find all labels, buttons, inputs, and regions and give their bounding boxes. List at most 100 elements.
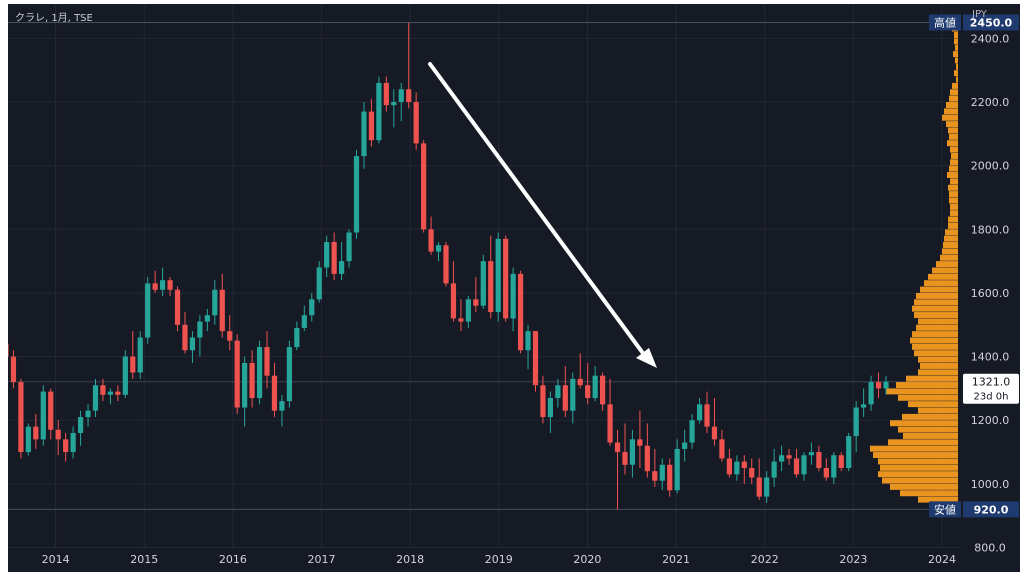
candle <box>55 429 61 440</box>
candle <box>801 455 807 475</box>
volume-profile-bar <box>918 407 958 414</box>
candle <box>465 299 471 322</box>
x-tick-label: 2017 <box>308 553 336 566</box>
volume-profile-bar <box>878 471 958 478</box>
volume-profile-bar <box>928 273 958 280</box>
candle <box>629 439 636 465</box>
candle <box>764 477 770 497</box>
volume-profile-bar <box>949 95 958 102</box>
volume-profile-bar <box>916 292 958 299</box>
y-tick-label: 2400.0 <box>971 32 1010 45</box>
volume-profile-bar <box>920 286 958 293</box>
candle <box>376 82 382 141</box>
volume-profile-bar <box>918 369 958 376</box>
candle <box>189 337 196 351</box>
candle <box>503 238 509 319</box>
candle <box>316 267 322 300</box>
candle <box>353 156 360 233</box>
candle <box>652 471 658 481</box>
candle <box>495 238 501 313</box>
candle <box>48 391 54 430</box>
candle <box>204 315 210 322</box>
candle <box>25 426 31 453</box>
volume-profile-bar <box>950 210 958 217</box>
volume-profile-bar <box>918 318 958 325</box>
candle <box>488 261 494 313</box>
candle <box>771 461 777 478</box>
candle <box>309 299 315 316</box>
volume-profile-bar <box>950 178 958 185</box>
volume-profile-bar <box>914 350 958 357</box>
candle <box>570 378 576 411</box>
volume-profile-bar <box>910 337 958 344</box>
candle <box>831 455 837 478</box>
candle <box>480 261 486 306</box>
candle <box>413 102 419 144</box>
high-label-box <box>929 14 961 31</box>
volume-profile-bar <box>924 280 958 287</box>
candle <box>152 283 158 290</box>
candle <box>234 340 240 408</box>
candle <box>8 343 9 357</box>
candle <box>85 410 91 418</box>
y-tick-label: 1600.0 <box>971 287 1010 300</box>
x-tick-label: 2022 <box>751 553 779 566</box>
candle <box>346 232 352 262</box>
candle <box>682 442 688 449</box>
volume-profile-bar <box>947 172 958 178</box>
volume-profile-bar <box>954 32 958 38</box>
volume-profile-bar <box>916 324 958 331</box>
x-tick-label: 2015 <box>130 553 158 566</box>
low-value-box <box>963 501 1019 518</box>
volume-profile-bar <box>949 165 958 172</box>
candle <box>137 337 143 373</box>
candle <box>174 289 181 325</box>
candle <box>338 261 345 274</box>
last-price-box <box>963 373 1019 404</box>
volume-profile-bar <box>888 439 958 446</box>
currency-label: JPY <box>972 9 987 20</box>
volume-profile-bar <box>956 63 958 70</box>
x-tick-label: 2024 <box>928 553 956 566</box>
candle <box>33 426 39 440</box>
trend-arrow-line <box>428 62 647 358</box>
candle <box>689 420 695 443</box>
candle <box>406 89 412 103</box>
candle <box>100 385 106 395</box>
volume-profile-bar <box>890 483 958 490</box>
candle <box>659 464 665 481</box>
candle <box>517 273 524 351</box>
candle <box>525 331 531 351</box>
candle <box>63 439 69 453</box>
candle <box>793 458 800 475</box>
volume-profile-bar <box>948 216 958 223</box>
x-tick-label: 2023 <box>839 553 867 566</box>
candle <box>473 299 479 306</box>
volume-profile-bar <box>950 203 958 210</box>
candle <box>368 111 375 141</box>
volume-profile-bar <box>882 477 958 484</box>
candle <box>756 477 762 497</box>
volume-profile-bar <box>920 362 958 369</box>
volume-profile-bar <box>903 432 958 439</box>
candle <box>808 452 815 456</box>
candle <box>249 362 255 398</box>
volume-profile-bar <box>918 356 958 363</box>
candle <box>711 426 718 440</box>
price-chart[interactable]: 2014 2015 2016 2017 2018 2019 2020 2021 2022 2023… <box>8 4 1020 572</box>
high-value-label: 2450.0 <box>970 16 1013 29</box>
x-tick-label: 2021 <box>662 553 690 566</box>
chart-panel[interactable]: 2014 2015 2016 2017 2018 2019 2020 2021 2022 2023… <box>8 4 1020 572</box>
candle <box>450 283 457 319</box>
volume-profile-bar <box>918 496 958 503</box>
candle <box>667 464 673 491</box>
volume-profile-bar <box>908 401 958 408</box>
low-label: 安値 <box>934 502 956 516</box>
candle <box>182 324 188 351</box>
candle <box>838 455 844 468</box>
volume-profile-bar <box>912 331 958 338</box>
y-tick-label: 800.0 <box>974 542 1006 555</box>
candle <box>816 452 822 468</box>
volume-profile-bar <box>880 464 958 471</box>
volume-profile-bar <box>949 191 958 198</box>
